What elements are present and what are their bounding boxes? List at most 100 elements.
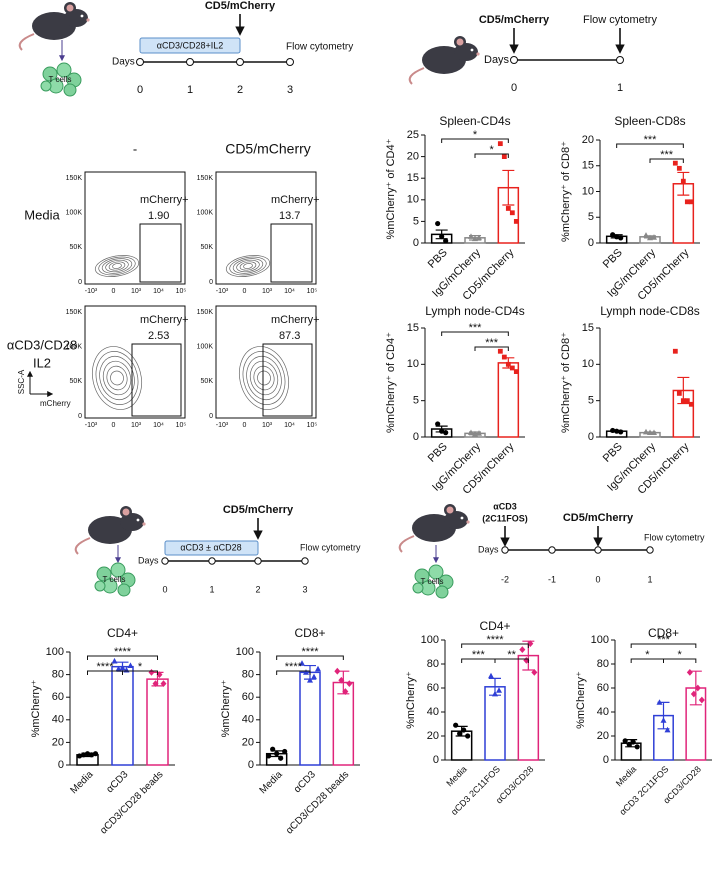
contour [253,365,275,391]
gate [262,343,313,417]
contour [242,351,286,405]
day: 1 [617,82,623,94]
significance-label: * [678,649,683,661]
data-point [496,687,502,693]
y-tick-label: 60 [427,682,439,694]
x-tick-label: 0 [112,422,116,429]
data-point [488,672,494,679]
readout: Flow cytometry [644,532,705,542]
plot-frame [84,171,186,285]
pretreatment-clone: (2C11FOS) [482,513,528,523]
y-axis-label: %mCherry⁺ of CD4⁺ [385,332,397,433]
y-tick-label: 10 [582,358,594,370]
data-point [148,668,155,676]
data-point [630,739,636,745]
data-point [610,427,616,434]
data-point [439,428,445,434]
y-tick-label: 0 [588,237,594,249]
y-tick-label: 100 [46,646,64,658]
y-tick-label: 150K [66,309,83,316]
y-tick-label: 150K [197,309,214,316]
error-bar [502,169,515,206]
y-axis-label: %mCherry⁺ [575,671,587,729]
plot-frame [215,305,317,419]
data-point [282,748,288,755]
error-bar [677,171,690,196]
y-tick-label: 40 [427,706,439,718]
gate [131,343,182,417]
bar [484,686,506,761]
data-point [461,727,467,733]
data-point [92,751,99,757]
y-tick-label: 5 [588,211,594,223]
significance-label: **** [285,661,303,673]
data-point [513,219,519,224]
data-point [634,744,640,750]
y-tick-label: 40 [52,714,64,726]
column-header: CD5/mCherry [225,141,311,157]
data-point [684,199,690,205]
x-tick-label: PBS [601,247,625,271]
y-tick-label: 20 [582,134,594,146]
contour [229,256,267,276]
day: 0 [595,574,600,584]
data-point [465,733,471,739]
significance-label: *** [657,634,671,646]
gate-percent: 13.7 [279,210,300,222]
x-tick-label: 0 [243,422,247,429]
bar-chart: Lymph node-CD8s %mCherry⁺ of CD8⁺ 0 5 10 15 PB… [560,304,700,497]
data-point [505,361,511,367]
y-tick-label: 80 [427,658,439,670]
y-tick-label: 50K [70,378,83,385]
data-point [660,717,667,723]
data-point [315,665,321,672]
x-tick-label: -10³ [85,288,98,295]
day: 3 [302,584,307,594]
significance-bracket [649,158,684,163]
chart-title: CD8+ [294,626,325,640]
cells-label: T cells [103,575,126,584]
y-tick-label: 100 [421,634,439,646]
y-tick-label: 60 [597,682,609,694]
contour [246,355,282,401]
x-tick-label: αCD3 [104,769,130,795]
x-tick-label: 10³ [262,288,273,295]
contour [257,370,271,386]
day: 3 [287,84,293,96]
y-tick-label: 0 [413,237,419,249]
x-tick-label: -10³ [85,422,98,429]
significance-label: * [473,129,478,141]
gate-name: mCherry+ [271,314,320,326]
data-point [622,738,628,744]
contour [225,255,271,277]
data-point [274,751,280,757]
data-point [686,669,693,676]
day: 2 [237,84,243,96]
y-tick-label: 15 [582,322,594,334]
data-point [501,154,507,159]
data-point [476,234,482,241]
significance-label: **** [114,646,132,658]
y-tick-label: 0 [433,754,439,766]
gate-name: mCherry+ [140,314,189,326]
data-point [651,429,657,436]
contour [102,360,132,396]
y-tick-label: 20 [242,736,254,748]
significance-label: *** [469,322,483,334]
y-tick-label: 20 [427,730,439,742]
contour [101,258,133,274]
data-point [111,657,118,664]
data-point [656,699,663,705]
y-tick-label: 50K [201,244,214,251]
bar-chart: Spleen-CD4s %mCherry⁺ of CD4⁺ 0 5 10 15 20 25 PB… [385,114,525,303]
y-tick-label: 40 [597,706,609,718]
y-tick-label: 10 [407,358,419,370]
row-label: IL2 [33,355,51,370]
data-point [278,755,284,761]
significance-label: **** [301,646,319,658]
day: 0 [511,82,517,94]
contour [106,365,128,391]
contour [236,259,260,273]
